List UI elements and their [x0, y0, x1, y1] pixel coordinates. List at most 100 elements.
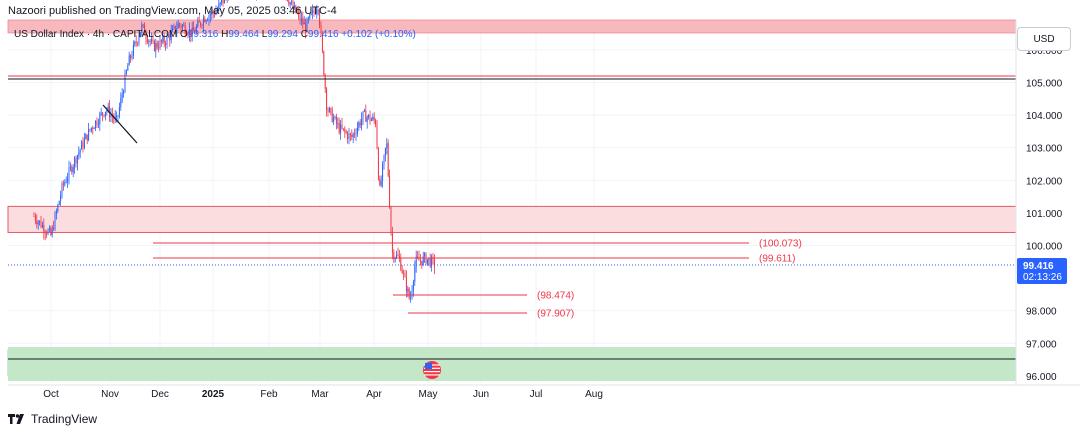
candle-body-9: [46, 233, 48, 235]
candle-body-190: [299, 13, 301, 21]
candle-body-45: [96, 120, 98, 125]
open-value: 99.316: [187, 29, 219, 40]
candle-body-257: [393, 252, 395, 260]
price-tick-0: 106.000: [1026, 46, 1063, 57]
candle-body-228: [352, 133, 354, 138]
brand-name: TradingView: [31, 412, 98, 426]
candle-body-233: [359, 122, 361, 126]
time-tick-5: Mar: [311, 389, 329, 400]
candle-body-201: [314, 12, 316, 14]
candle-body-210: [327, 109, 329, 112]
candle-body-82: [148, 40, 150, 43]
candle-body-64: [123, 91, 125, 95]
candle-body-20: [61, 183, 63, 196]
candle-body-75: [138, 37, 140, 43]
candle-body-80: [145, 35, 147, 39]
candle-body-262: [400, 257, 402, 271]
candle-body-268: [408, 288, 410, 299]
candle-body-77: [141, 24, 143, 33]
candle-body-95: [166, 37, 168, 46]
candle-body-221: [342, 128, 344, 130]
candle-body-270: [411, 290, 413, 298]
publisher-line: Nazoori published on TradingView.com, Ma…: [8, 5, 337, 17]
candle-body-76: [139, 32, 141, 38]
candle-body-68: [128, 55, 130, 66]
candle-body-72: [134, 41, 136, 45]
candle-body-244: [375, 120, 377, 125]
candle-body-103: [177, 23, 179, 29]
candle-body-238: [366, 117, 368, 122]
demand-zone-fill: [8, 347, 1016, 381]
axis-layer: 106.000 105.000 104.000 103.000 102.000 101.0…: [8, 20, 1080, 400]
time-tick-4: Feb: [260, 389, 278, 400]
candle-body-236: [363, 110, 365, 112]
candle-body-93: [163, 36, 165, 44]
candle-body-135: [222, 0, 224, 4]
candle-body-247: [379, 178, 381, 186]
close-value: 99.416: [307, 29, 339, 40]
time-tick-3: 2025: [202, 389, 225, 400]
candle-body-203: [317, 10, 319, 11]
candle-body-48: [100, 112, 102, 115]
open-label: O: [179, 29, 188, 40]
candle-body-116: [195, 26, 197, 33]
candle-body-266: [405, 276, 407, 292]
candle-body-46: [97, 124, 99, 126]
candle-body-6: [41, 225, 43, 228]
candle-body-13: [51, 227, 53, 235]
candle-body-42: [92, 127, 94, 129]
candle-body-29: [74, 158, 76, 167]
candle-body-109: [186, 34, 188, 36]
candle-body-106: [181, 25, 183, 28]
flag-canton: [425, 363, 432, 369]
candle-body-245: [376, 124, 378, 149]
candle-body-12: [50, 228, 52, 235]
candle-body-134: [221, 0, 223, 3]
candle-body-92: [162, 36, 164, 42]
candle-body-96: [167, 36, 169, 38]
candle-body-234: [361, 119, 363, 126]
candle-body-0: [33, 216, 35, 217]
candle-body-25: [68, 167, 70, 179]
candle-body-16: [55, 211, 57, 215]
candle-body-39: [88, 129, 90, 141]
candle-body-126: [209, 14, 211, 16]
candle-body-102: [176, 28, 178, 32]
price-axis-bg: [1016, 20, 1080, 385]
candle-body-136: [223, 0, 225, 4]
candle-body-87: [155, 42, 157, 51]
time-tick-10: Aug: [585, 389, 603, 400]
candle-body-7: [43, 225, 45, 233]
candle-body-186: [293, 5, 295, 8]
candle-body-240: [369, 114, 371, 121]
candle-body-11: [48, 228, 50, 231]
candle-body-224: [347, 132, 349, 140]
candle-body-275: [418, 257, 420, 261]
candle-body-78: [142, 24, 144, 26]
candle-body-216: [335, 116, 337, 124]
candle-body-14: [53, 227, 55, 230]
candle-body-98: [170, 31, 172, 41]
high-label: H: [221, 29, 229, 40]
candle-body-196: [307, 18, 309, 20]
tradingview-logo[interactable]: TradingView: [8, 412, 97, 426]
candle-body-246: [377, 148, 379, 179]
candle-body-49: [102, 112, 104, 115]
candle-body-283: [429, 258, 431, 267]
candle-body-250: [383, 155, 385, 165]
candle-body-213: [331, 109, 333, 122]
currency-button[interactable]: USD: [1017, 27, 1071, 51]
supply-zone: [7, 205, 1017, 233]
time-tick-8: Jun: [473, 389, 489, 400]
candle-body-69: [130, 55, 132, 59]
candle-body-86: [153, 40, 155, 51]
candle-body-59: [116, 115, 118, 117]
candle-body-125: [208, 15, 210, 21]
candle-body-19: [60, 195, 62, 202]
candle-body-249: [382, 164, 384, 181]
candle-body-37: [85, 134, 87, 140]
candle-body-222: [344, 128, 346, 132]
candle-body-60: [117, 115, 119, 117]
candle-body-252: [386, 143, 388, 148]
